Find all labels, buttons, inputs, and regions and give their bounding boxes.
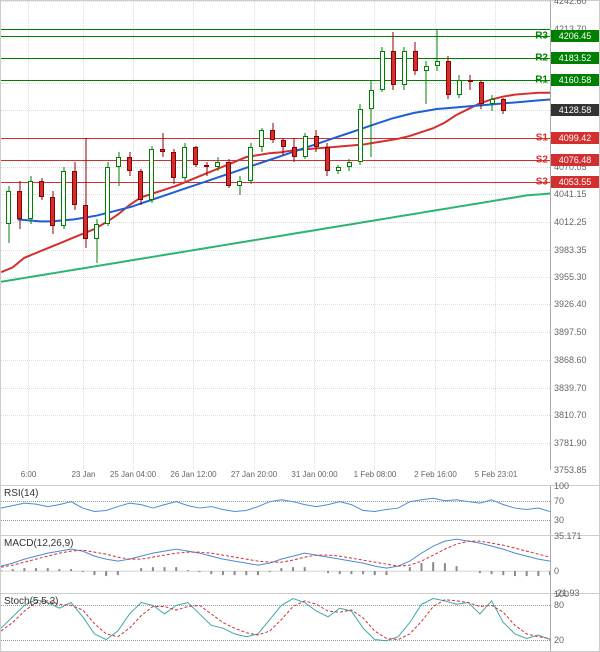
x-tick: 2 Feb 16:00 — [414, 470, 457, 479]
candle — [292, 138, 297, 162]
candle — [39, 178, 44, 200]
y-tick: 3926.40 — [551, 299, 599, 309]
price-y-axis: 3753.853781.903810.703839.703868.603897.… — [551, 1, 599, 470]
candle — [380, 47, 385, 92]
candle — [457, 75, 462, 97]
sr-label-s3: S3 — [536, 177, 548, 188]
y-tick: 3810.70 — [551, 410, 599, 420]
candle — [105, 162, 110, 226]
sr-label-s1: S1 — [536, 133, 548, 144]
sr-price-s1: 4099.42 — [551, 132, 599, 144]
sr-line-r2 — [1, 58, 550, 59]
chart-plot-area[interactable]: R3 R2 R1 S1 S2 S3 — [1, 1, 551, 470]
candle — [83, 138, 88, 248]
candle — [501, 98, 506, 114]
candle — [193, 146, 198, 167]
candle — [248, 143, 253, 184]
candle — [325, 143, 330, 177]
candle — [391, 32, 396, 90]
candle — [468, 75, 473, 89]
stoch-y-axis: 2080100 — [551, 594, 599, 651]
y-tick: 4012.25 — [551, 217, 599, 227]
y-tick: 3839.70 — [551, 383, 599, 393]
sr-label-s2: S2 — [536, 155, 548, 166]
macd-y-axis: -21.93035.171 — [551, 536, 599, 593]
candle — [116, 152, 121, 186]
sr-price-s3: 4053.55 — [551, 176, 599, 188]
trading-chart: R3 R2 R1 S1 S2 S3 3753.85 3781.90 3810.70 3839.7… — [0, 0, 600, 652]
candle — [17, 181, 22, 229]
candle — [149, 146, 154, 204]
sr-label-r1: R1 — [535, 74, 548, 85]
candle — [490, 95, 495, 111]
candle — [50, 191, 55, 234]
candle — [424, 61, 429, 104]
candle — [138, 169, 143, 205]
rsi-y-axis: 3070100 — [551, 486, 599, 535]
y-tick: 3781.90 — [551, 438, 599, 448]
candle — [435, 30, 440, 70]
macd-panel[interactable]: MACD(12,26,9) -21.93035.171 — [1, 536, 599, 594]
rsi-panel[interactable]: RSI(14) 3070100 — [1, 486, 599, 536]
candle — [281, 138, 286, 155]
x-tick: 1 Feb 08:00 — [354, 470, 397, 479]
y-tick: 3868.60 — [551, 355, 599, 365]
stoch-plot-area: Stoch(5,5,3) — [1, 594, 551, 651]
sr-price-r3: 4206.45 — [551, 30, 599, 42]
candle — [28, 176, 33, 224]
candle — [314, 130, 319, 152]
candle — [182, 143, 187, 181]
y-tick: 3753.85 — [551, 465, 599, 475]
sr-price-r1: 4160.58 — [551, 74, 599, 86]
stoch-label: Stoch(5,5,3) — [4, 596, 58, 607]
candle — [446, 56, 451, 99]
x-tick: 25 Jan 04:00 — [110, 470, 156, 479]
time-x-axis: 6:00 23 Jan 25 Jan 04:00 26 Jan 12:00 27 Jan… — [1, 470, 551, 485]
rsi-label: RSI(14) — [4, 488, 38, 499]
x-tick: 23 Jan — [71, 470, 95, 479]
rsi-plot-area: RSI(14) — [1, 486, 551, 535]
candle — [215, 157, 220, 171]
sr-price-r2: 4183.52 — [551, 52, 599, 64]
candle — [402, 47, 407, 90]
sr-price-s2: 4076.48 — [551, 154, 599, 166]
x-tick: 6:00 — [21, 470, 37, 479]
x-tick: 26 Jan 12:00 — [170, 470, 216, 479]
y-tick: 3897.50 — [551, 327, 599, 337]
candle — [259, 128, 264, 152]
candle — [237, 176, 242, 195]
candle — [413, 42, 418, 76]
candle — [479, 80, 484, 109]
candle — [303, 133, 308, 159]
y-tick: 4041.15 — [551, 189, 599, 199]
sr-line-r3 — [1, 36, 550, 37]
x-tick: 27 Jan 20:00 — [231, 470, 277, 479]
candle — [336, 165, 341, 175]
candle — [347, 159, 352, 171]
candle — [6, 186, 11, 244]
y-tick: 3955.30 — [551, 272, 599, 282]
sr-label-r2: R2 — [535, 52, 548, 63]
candle — [226, 159, 231, 188]
candle — [72, 162, 77, 210]
x-tick: 5 Feb 23:01 — [475, 470, 518, 479]
sr-label-r3: R3 — [535, 30, 548, 41]
current-price-box: 4128.58 — [551, 104, 599, 116]
candle — [204, 162, 209, 176]
candle — [358, 104, 363, 164]
x-tick: 31 Jan 00:00 — [291, 470, 337, 479]
candle — [369, 80, 374, 157]
candle — [160, 133, 165, 157]
candle — [61, 167, 66, 229]
main-price-chart[interactable]: R3 R2 R1 S1 S2 S3 3753.85 3781.90 3810.70 3839.7… — [1, 1, 599, 486]
candle — [171, 149, 176, 184]
candle — [270, 123, 275, 142]
stoch-panel[interactable]: Stoch(5,5,3) 2080100 — [1, 594, 599, 652]
candle — [94, 219, 99, 262]
y-tick: 4242.60 — [551, 0, 599, 6]
macd-plot-area: MACD(12,26,9) — [1, 536, 551, 593]
candle — [127, 152, 132, 176]
y-tick: 3983.35 — [551, 245, 599, 255]
macd-label: MACD(12,26,9) — [4, 538, 73, 549]
